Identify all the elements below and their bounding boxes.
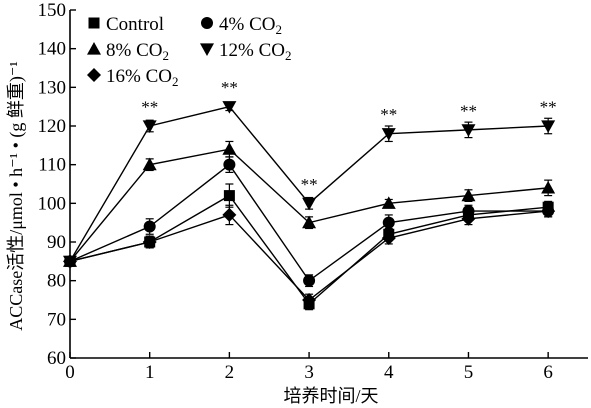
data-point: [381, 231, 396, 246]
x-tick-label: 6: [543, 362, 553, 383]
legend-label: 16% CO2: [106, 66, 178, 89]
data-point: [541, 180, 556, 194]
legend-label: 4% CO2: [219, 14, 282, 37]
legend-label: 12% CO2: [219, 40, 291, 63]
data-point: [142, 120, 157, 133]
data-point: [461, 211, 476, 226]
y-tick-label: 90: [47, 232, 66, 253]
data-point: [223, 158, 236, 171]
legend-item: 8% CO2: [87, 40, 169, 63]
legend-item: 4% CO2: [201, 14, 282, 37]
y-tick-label: 70: [47, 309, 66, 330]
legend: Control 4% CO2 8% CO2 12% CO2 16% CO2: [87, 14, 291, 89]
series-triangle-down: [63, 101, 556, 269]
data-point: [461, 188, 476, 202]
legend-item: 12% CO2: [200, 40, 291, 63]
data-point: [302, 197, 317, 211]
x-tick-label: 0: [65, 362, 75, 383]
legend-marker: [88, 17, 100, 29]
data-point: [461, 124, 476, 137]
significance-marker: **: [540, 97, 557, 116]
data-point: [381, 196, 396, 209]
data-point: [381, 128, 396, 141]
legend-label: 8% CO2: [106, 40, 169, 63]
data-point: [222, 101, 237, 114]
legend-label: Control: [106, 14, 164, 35]
annotation-layer: ** ** ** ** ** **: [141, 78, 556, 194]
x-tick-label: 2: [225, 362, 235, 383]
significance-marker: **: [301, 175, 318, 194]
series-layer: [63, 101, 556, 311]
significance-marker: **: [460, 101, 477, 120]
y-axis-label: ACCase活性/μmol • h⁻¹ • (g 鲜重)⁻¹: [6, 61, 27, 331]
data-point: [63, 254, 77, 269]
significance-marker: **: [221, 78, 238, 97]
x-tick-label: 3: [304, 362, 314, 383]
x-tick-label: 1: [145, 362, 155, 383]
legend-marker: [201, 17, 213, 29]
x-tick-label: 5: [464, 362, 474, 383]
y-tick-label: 120: [38, 116, 67, 137]
legend-marker: [87, 42, 101, 55]
y-tick-label: 150: [38, 0, 67, 21]
data-point: [541, 204, 556, 219]
significance-marker: **: [380, 105, 397, 124]
axes: 60 70 80 90 100 110 120 130 140 150 0 1 2 3 4 5 6: [38, 0, 588, 383]
legend-item: Control: [88, 14, 164, 35]
data-point: [222, 207, 237, 222]
x-tick-label: 4: [384, 362, 394, 383]
data-point: [142, 157, 157, 171]
significance-marker: **: [141, 97, 158, 116]
series-diamond: [63, 204, 556, 307]
data-point: [462, 205, 475, 218]
data-point: [302, 293, 317, 307]
legend-item: 16% CO2: [87, 66, 178, 89]
legend-marker: [200, 43, 214, 56]
data-point: [143, 220, 156, 233]
y-tick-label: 130: [38, 77, 67, 98]
data-point: [382, 216, 395, 229]
y-tick-label: 140: [38, 39, 67, 60]
data-point: [223, 190, 235, 202]
data-point: [222, 142, 237, 155]
data-point: [303, 274, 316, 287]
legend-marker: [87, 68, 101, 82]
y-tick-label: 110: [38, 155, 66, 176]
x-axis-label: 培养时间/天: [283, 386, 378, 406]
data-point: [302, 215, 317, 229]
y-tick-label: 60: [47, 348, 66, 369]
data-point: [142, 235, 157, 249]
y-tick-label: 80: [47, 271, 66, 292]
data-point: [541, 120, 556, 133]
y-tick-label: 100: [38, 193, 67, 214]
